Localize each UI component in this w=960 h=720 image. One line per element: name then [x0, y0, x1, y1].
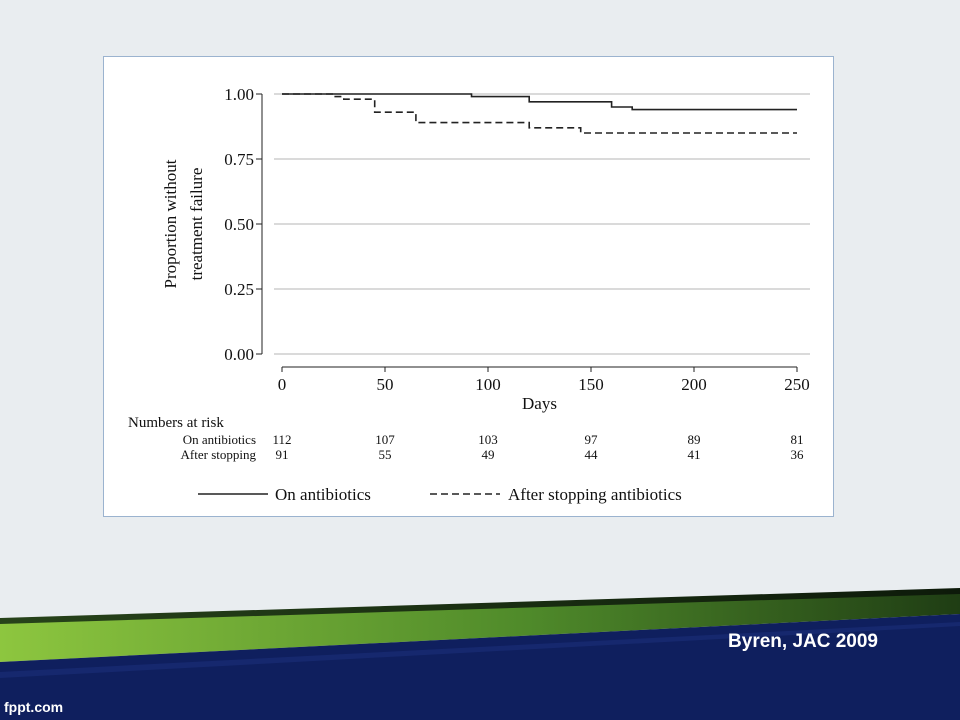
x-axis-label: Days [522, 394, 557, 413]
risk-value-1-1: 55 [379, 447, 392, 462]
x-tick-label-0: 0 [278, 375, 287, 394]
risk-value-0-5: 81 [791, 432, 804, 447]
risk-value-1-0: 91 [276, 447, 289, 462]
footer-navy-highlight [0, 622, 960, 678]
risk-value-1-4: 41 [688, 447, 701, 462]
risk-value-1-3: 44 [585, 447, 599, 462]
x-tick-label-4: 200 [681, 375, 707, 394]
risk-row-label-1: After stopping [181, 447, 257, 462]
risk-value-0-3: 97 [585, 432, 599, 447]
y-axis-label-line-0: Proportion without [161, 159, 180, 288]
series-line-0 [282, 93, 797, 111]
risk-table-title: Numbers at risk [128, 415, 224, 431]
legend-label-0: On antibiotics [275, 485, 371, 504]
risk-value-1-5: 36 [791, 447, 805, 462]
footer-green-stripe [0, 594, 960, 662]
x-tick-label-3: 150 [578, 375, 604, 394]
x-tick-label-5: 250 [784, 375, 810, 394]
figure-frame: 0.00 0.25 0.50 0.75 1.00 Proportion without tr… [103, 56, 834, 517]
footer-banner [0, 588, 960, 720]
footer-navy-band [0, 614, 960, 720]
citation-text: Byren, JAC 2009 [728, 631, 878, 652]
y-tick-label-3: 0.75 [224, 150, 254, 169]
survival-chart: 0.00 0.25 0.50 0.75 1.00 Proportion without tr… [128, 85, 810, 504]
y-tick-label-0: 0.00 [224, 345, 254, 364]
series-line-1 [282, 93, 797, 134]
y-tick-label-2: 0.50 [224, 215, 254, 234]
x-tick-label-1: 50 [377, 375, 394, 394]
risk-value-0-1: 107 [375, 432, 395, 447]
y-tick-label-1: 0.25 [224, 280, 254, 299]
risk-row-label-0: On antibiotics [183, 432, 256, 447]
risk-value-0-4: 89 [688, 432, 701, 447]
site-brand: fppt.com [4, 699, 64, 715]
y-tick-label-4: 1.00 [224, 85, 254, 104]
legend-label-1: After stopping antibiotics [508, 485, 682, 504]
y-axis-label-line-1: treatment failure [187, 168, 206, 281]
risk-value-0-2: 103 [478, 432, 498, 447]
x-tick-label-2: 100 [475, 375, 501, 394]
risk-value-0-0: 112 [272, 432, 291, 447]
risk-value-1-2: 49 [482, 447, 495, 462]
